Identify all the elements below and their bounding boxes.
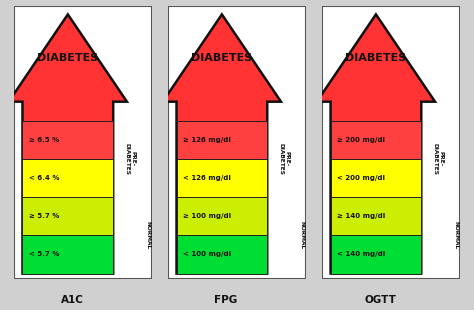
- Text: < 6.4 %: < 6.4 %: [29, 175, 60, 181]
- Polygon shape: [9, 14, 127, 273]
- Bar: [330, 159, 421, 197]
- Bar: [176, 159, 267, 197]
- FancyBboxPatch shape: [14, 6, 152, 279]
- Text: DIABETES: DIABETES: [37, 53, 99, 63]
- Text: A1C: A1C: [61, 295, 83, 305]
- Text: ≥ 100 mg/dl: ≥ 100 mg/dl: [183, 213, 231, 219]
- Bar: [330, 235, 421, 273]
- Text: FPG: FPG: [214, 295, 237, 305]
- Text: < 100 mg/dl: < 100 mg/dl: [183, 251, 231, 257]
- FancyBboxPatch shape: [168, 6, 306, 279]
- Text: NORMAL: NORMAL: [453, 221, 458, 250]
- Text: ≥ 200 mg/dl: ≥ 200 mg/dl: [337, 137, 385, 143]
- Bar: [330, 121, 421, 159]
- Bar: [176, 235, 267, 273]
- Bar: [330, 197, 421, 235]
- Text: < 5.7 %: < 5.7 %: [29, 251, 60, 257]
- Text: PRE-
DIABETES: PRE- DIABETES: [124, 143, 135, 175]
- Text: NORMAL: NORMAL: [299, 221, 304, 250]
- Polygon shape: [163, 14, 281, 273]
- Text: < 126 mg/dl: < 126 mg/dl: [183, 175, 231, 181]
- Bar: [22, 235, 113, 273]
- Text: OGTT: OGTT: [364, 295, 396, 305]
- Text: ≥ 140 mg/dl: ≥ 140 mg/dl: [337, 213, 386, 219]
- Text: ≥ 5.7 %: ≥ 5.7 %: [29, 213, 60, 219]
- Text: < 200 mg/dl: < 200 mg/dl: [337, 175, 385, 181]
- Bar: [176, 121, 267, 159]
- Bar: [22, 121, 113, 159]
- Text: DIABETES: DIABETES: [191, 53, 253, 63]
- Polygon shape: [317, 14, 435, 273]
- Bar: [176, 197, 267, 235]
- Text: PRE-
DIABETES: PRE- DIABETES: [278, 143, 289, 175]
- Text: NORMAL: NORMAL: [145, 221, 150, 250]
- Text: PRE-
DIABETES: PRE- DIABETES: [432, 143, 443, 175]
- Text: ≥ 126 mg/dl: ≥ 126 mg/dl: [183, 137, 231, 143]
- Bar: [22, 197, 113, 235]
- FancyBboxPatch shape: [322, 6, 460, 279]
- Text: < 140 mg/dl: < 140 mg/dl: [337, 251, 386, 257]
- Text: ≥ 6.5 %: ≥ 6.5 %: [29, 137, 60, 143]
- Text: DIABETES: DIABETES: [345, 53, 407, 63]
- Bar: [22, 159, 113, 197]
